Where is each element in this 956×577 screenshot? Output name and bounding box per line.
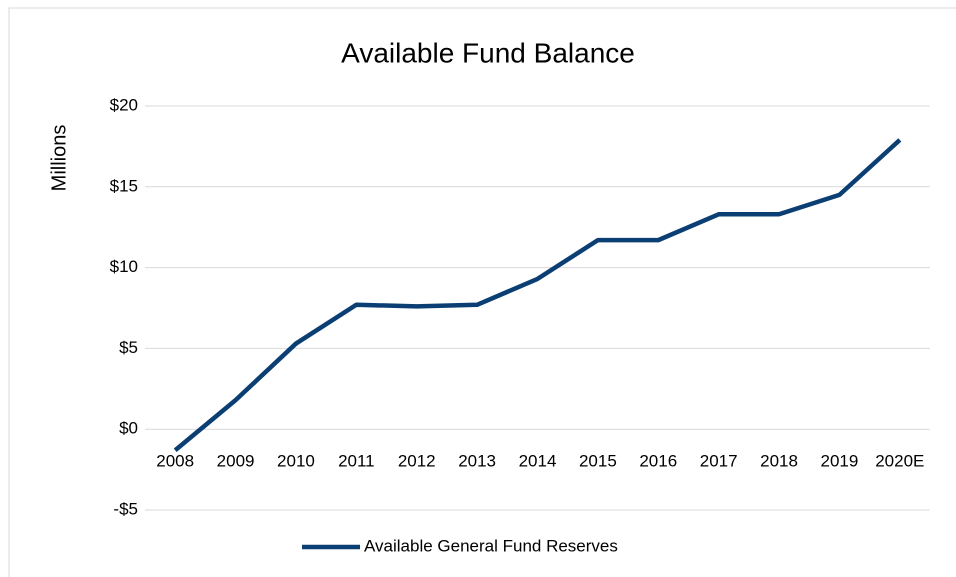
x-tick-label: 2018: [760, 452, 798, 471]
y-tick-label: $0: [119, 419, 138, 438]
x-tick-label: 2010: [277, 452, 315, 471]
x-tick-label: 2016: [639, 452, 677, 471]
x-tick-label: 2009: [217, 452, 255, 471]
y-tick-label: $10: [110, 257, 138, 276]
x-tick-label: 2020E: [875, 452, 924, 471]
y-axis-label: Millions: [48, 125, 70, 192]
y-tick-label: $15: [110, 176, 138, 195]
chart-border: [8, 7, 956, 577]
x-tick-label: 2008: [156, 452, 194, 471]
x-tick-label: 2019: [821, 452, 859, 471]
y-tick-label: $20: [110, 95, 138, 114]
x-tick-label: 2015: [579, 452, 617, 471]
chart-title: Available Fund Balance: [341, 37, 635, 68]
x-tick-label: 2012: [398, 452, 436, 471]
x-tick-label: 2013: [458, 452, 496, 471]
line-series: [173, 138, 902, 452]
x-tick-label: 2017: [700, 452, 738, 471]
y-tick-label: -$5: [113, 499, 138, 518]
x-tick-label: 2011: [338, 452, 375, 471]
x-tick-label: 2014: [519, 452, 557, 471]
y-tick-label: $5: [119, 338, 138, 357]
legend-label: Available General Fund Reserves: [364, 536, 618, 555]
